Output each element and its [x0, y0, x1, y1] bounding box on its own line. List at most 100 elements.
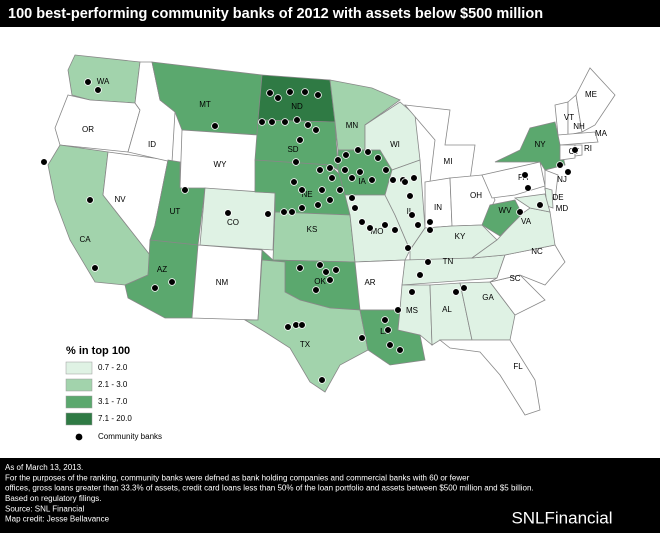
state-label: CA — [79, 235, 91, 244]
bank-dot — [314, 91, 322, 99]
bank-dot — [258, 118, 266, 126]
state-label: AR — [364, 278, 375, 287]
state-label: NC — [531, 247, 543, 256]
bank-dot — [348, 174, 356, 182]
bank-dot — [318, 186, 326, 194]
bank-dot — [224, 209, 232, 217]
legend-label: 2.1 - 3.0 — [98, 380, 128, 389]
footer-note: Based on regulatory filings. — [5, 494, 102, 503]
state-label: MS — [406, 306, 418, 315]
bank-dot — [288, 208, 296, 216]
bank-dot — [296, 264, 304, 272]
bank-dot — [268, 118, 276, 126]
bank-dot — [326, 164, 334, 172]
state-label: KS — [307, 225, 318, 234]
bank-dot — [524, 184, 532, 192]
legend-title: % in top 100 — [66, 345, 130, 357]
state — [354, 259, 406, 311]
state-label: FL — [513, 362, 523, 371]
legend-label: Community banks — [98, 432, 162, 441]
bank-dot — [401, 178, 409, 186]
bank-dot — [298, 204, 306, 212]
footer-note: For the purposes of the ranking, communi… — [5, 473, 470, 482]
bank-dot — [322, 268, 330, 276]
state-label: MI — [444, 157, 453, 166]
state-label: MT — [199, 100, 211, 109]
state-label: WI — [390, 140, 400, 149]
state-label: ND — [291, 102, 303, 111]
bank-dot — [358, 218, 366, 226]
state-label: MA — [595, 129, 608, 138]
bank-dot — [301, 88, 309, 96]
bank-dot — [536, 201, 544, 209]
footer-note: offices, gross loans greater than 33.3% … — [5, 484, 534, 493]
bank-dot — [381, 221, 389, 229]
bank-dot — [332, 266, 340, 274]
legend-swatch — [65, 361, 93, 375]
bank-dot — [292, 158, 300, 166]
bank-dot — [274, 94, 282, 102]
bank-dot — [293, 116, 301, 124]
bank-dot — [381, 316, 389, 324]
bank-dot — [316, 261, 324, 269]
state — [559, 144, 576, 161]
state-label: DE — [552, 193, 563, 202]
bank-dot — [264, 210, 272, 218]
bank-dot — [181, 186, 189, 194]
title-bar — [0, 0, 660, 27]
bank-dot — [348, 194, 356, 202]
state-label: OR — [82, 125, 94, 134]
state-label: SD — [287, 145, 298, 154]
title: 100 best-performing community banks of 2… — [8, 6, 543, 22]
brand: SNLFinancial — [511, 508, 612, 527]
state-label: IL — [407, 207, 414, 216]
bank-dot — [516, 208, 524, 216]
bank-dot — [316, 166, 324, 174]
legend: % in top 100 0.7 - 2.0 2.1 - 3.0 3.1 - 7.0… — [65, 345, 162, 441]
state — [481, 199, 523, 237]
bank-dot — [312, 286, 320, 294]
bank-dot — [556, 161, 564, 169]
bank-dot — [356, 168, 364, 176]
bank-dot — [290, 178, 298, 186]
state-label: NV — [114, 195, 126, 204]
state-label: MN — [346, 121, 359, 130]
bank-dot — [328, 174, 336, 182]
state-label: WY — [214, 160, 228, 169]
bank-dot — [266, 89, 274, 97]
bank-dot — [151, 284, 159, 292]
bank-dot — [168, 278, 176, 286]
legend-swatch — [65, 412, 93, 426]
bank-dot — [84, 78, 92, 86]
bank-dot — [296, 136, 304, 144]
bank-dot — [391, 226, 399, 234]
bank-dot — [396, 346, 404, 354]
bank-dot — [416, 271, 424, 279]
state — [459, 281, 516, 341]
state-label: SC — [509, 274, 520, 283]
state-label: VA — [521, 217, 532, 226]
bank-dot — [389, 176, 397, 184]
bank-dot — [334, 156, 342, 164]
state-label: MO — [371, 227, 384, 236]
bank-dot — [284, 323, 292, 331]
state-label: WA — [97, 77, 110, 86]
map: WA OR CA NV ID MT WY UT CO AZ NM ND SD NE KS OK TX MN IA MO… — [40, 54, 616, 416]
bank-dot — [374, 154, 382, 162]
legend-swatch — [65, 378, 93, 392]
state — [243, 259, 369, 393]
bank-dot — [386, 341, 394, 349]
bank-dot — [354, 146, 362, 154]
state-label: CO — [227, 218, 239, 227]
legend-swatch — [65, 395, 93, 409]
state — [54, 94, 141, 153]
state — [199, 187, 276, 251]
bank-dot — [326, 276, 334, 284]
bank-dot — [366, 224, 374, 232]
bank-dot — [341, 166, 349, 174]
state-label: AL — [442, 305, 452, 314]
bank-dot — [410, 174, 418, 182]
footer-bar — [0, 458, 660, 533]
bank-dot — [452, 288, 460, 296]
